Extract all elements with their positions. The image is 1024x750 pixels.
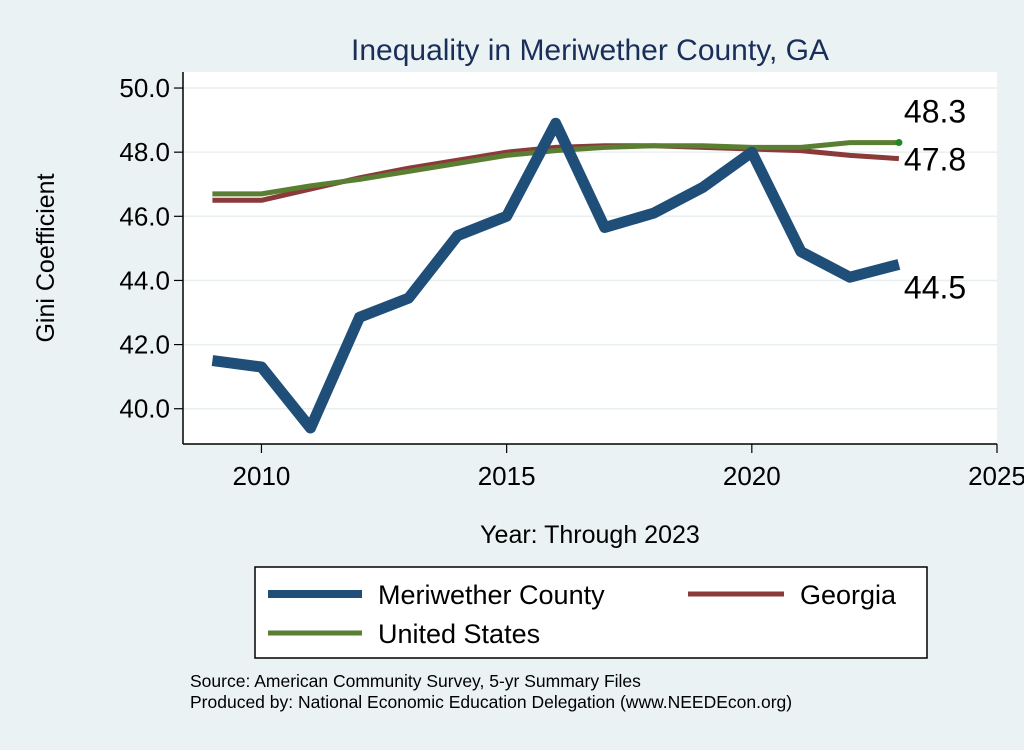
chart-title: Inequality in Meriwether County, GA <box>351 34 829 67</box>
y-tick-label: 42.0 <box>119 330 170 360</box>
x-tick-label: 2020 <box>723 461 781 491</box>
legend-label-meriwether: Meriwether County <box>378 580 605 610</box>
series-layer <box>211 117 903 434</box>
x-tick-label: 2015 <box>478 461 536 491</box>
y-tick-label: 46.0 <box>119 201 170 231</box>
y-axis-label: Gini Coefficient <box>32 173 60 342</box>
source-note: Source: American Community Survey, 5-yr … <box>190 671 641 691</box>
plot-area <box>183 72 997 444</box>
producer-note: Produced by: National Economic Education… <box>190 692 792 712</box>
axes: 40.0 42.0 44.0 46.0 48.0 50.0 2010 2015 2020 2025 <box>119 72 1024 491</box>
series-end-marker-united-states <box>895 139 903 147</box>
y-tick-label: 44.0 <box>119 265 170 295</box>
x-axis-label: Year: Through 2023 <box>480 521 700 549</box>
legend-label-georgia: Georgia <box>800 580 897 610</box>
y-tick-label: 48.0 <box>119 137 170 167</box>
x-tick-label: 2025 <box>968 461 1024 491</box>
x-tick-label: 2010 <box>233 461 291 491</box>
series-line-united-states <box>212 140 899 197</box>
legend: Meriwether County Georgia United States <box>254 566 928 659</box>
end-label-georgia: 47.8 <box>904 142 966 178</box>
end-labels: 44.5 47.8 48.3 <box>904 94 966 306</box>
series-line-meriwether-county <box>211 117 901 434</box>
legend-label-united-states: United States <box>378 619 540 649</box>
end-label-united-states: 48.3 <box>904 94 966 130</box>
grid-lines <box>183 87 997 410</box>
y-tick-label: 40.0 <box>119 394 170 424</box>
y-tick-label: 50.0 <box>119 73 170 103</box>
end-label-meriwether-county: 44.5 <box>904 269 966 305</box>
legend-box <box>254 566 928 659</box>
